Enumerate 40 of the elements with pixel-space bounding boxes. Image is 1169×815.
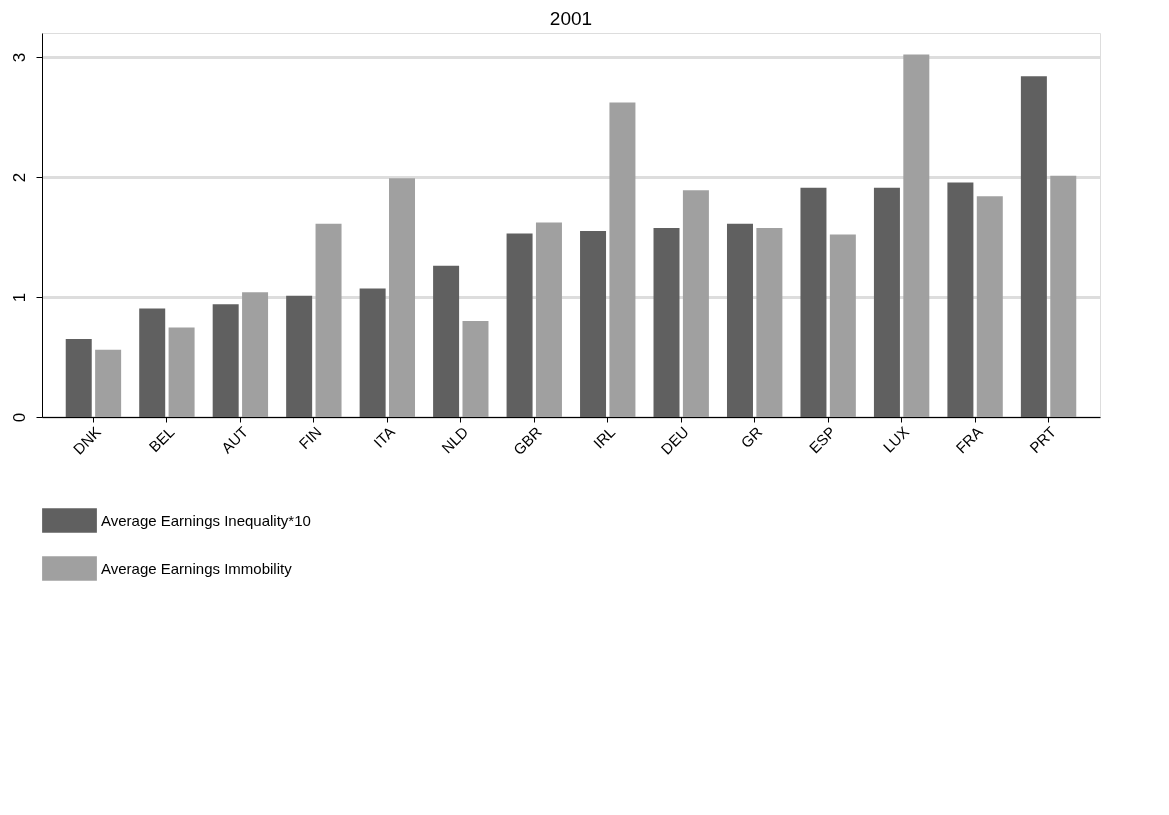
y-tick-label: 0 <box>9 412 29 423</box>
bar <box>433 265 460 417</box>
x-tick-label: BEL <box>145 423 178 456</box>
bar <box>1050 175 1077 417</box>
x-tick-label: FIN <box>295 423 325 453</box>
bar <box>462 321 489 417</box>
bar <box>389 178 416 417</box>
bar <box>242 292 269 417</box>
y-tick-label: 1 <box>9 292 29 303</box>
bar <box>168 327 195 417</box>
x-tick-label: ITA <box>370 423 398 451</box>
bar <box>212 304 239 417</box>
bar <box>873 187 900 417</box>
bar <box>535 222 562 417</box>
bar <box>800 187 827 417</box>
bar <box>609 102 636 417</box>
y-tick-label: 2 <box>9 172 29 183</box>
bar <box>653 228 680 417</box>
bar <box>829 234 856 417</box>
bar <box>756 228 783 417</box>
x-tick-label: GR <box>737 422 766 452</box>
legend-label: Average Earnings Immobility <box>101 559 293 577</box>
bar <box>976 196 1003 417</box>
chart-title: 2001 <box>549 8 593 29</box>
bar <box>65 339 92 417</box>
bar <box>506 233 533 417</box>
bar <box>682 190 709 417</box>
bar <box>359 288 386 417</box>
bar <box>139 308 166 417</box>
bar <box>580 231 607 417</box>
bar <box>1020 76 1047 417</box>
x-tick-label: IRL <box>589 423 619 452</box>
bar <box>95 349 122 417</box>
y-tick-label: 3 <box>9 52 29 63</box>
bar <box>947 182 974 417</box>
bar <box>726 223 753 417</box>
legend-label: Average Earnings Inequality*10 <box>101 511 311 529</box>
bar <box>286 295 313 417</box>
bar <box>903 54 930 417</box>
bar <box>315 223 342 417</box>
